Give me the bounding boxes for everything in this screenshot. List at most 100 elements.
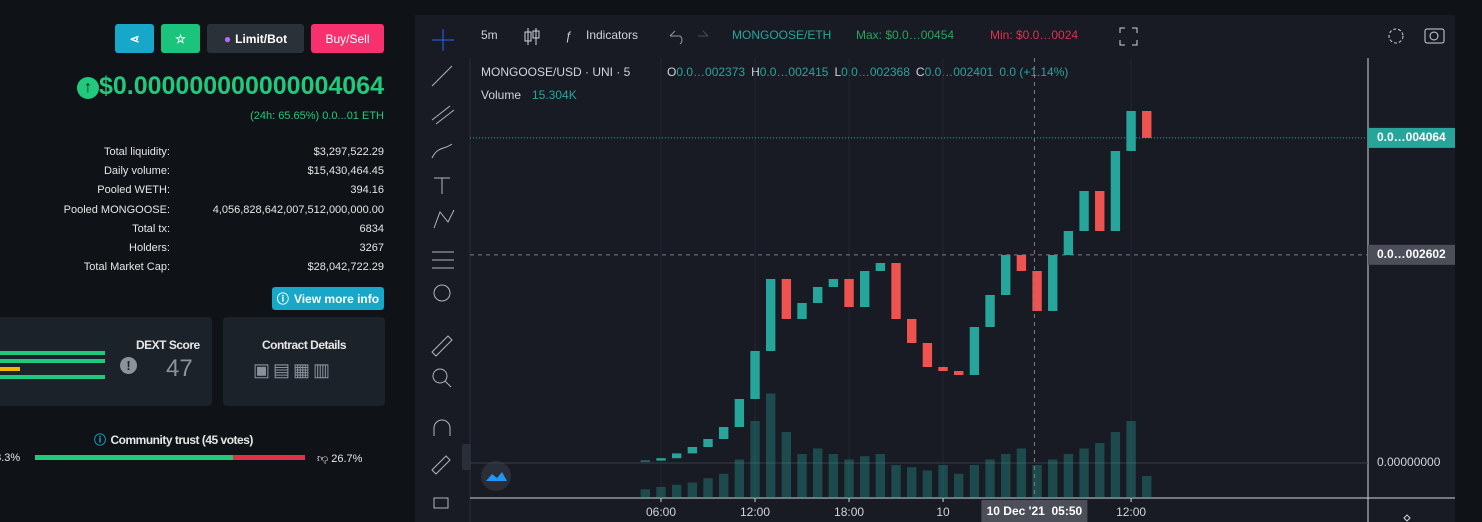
- volume-bar: [1095, 443, 1105, 498]
- stat-value: $3,297,522.29: [313, 146, 384, 158]
- volume-bar: [844, 459, 854, 498]
- volume-bar: [1001, 454, 1011, 498]
- volume-bar: [781, 432, 792, 498]
- candle-icon[interactable]: [524, 28, 540, 45]
- drawing-tools[interactable]: [431, 29, 455, 509]
- volume-bar: [828, 454, 839, 498]
- volume-bar: [656, 487, 666, 498]
- volume-bar: [734, 459, 745, 498]
- redo[interactable]: [698, 30, 709, 37]
- alert-icon: !: [120, 357, 137, 374]
- trust-up-bar: [35, 455, 233, 460]
- candle: [671, 453, 682, 459]
- buy-sell-button[interactable]: Buy/Sell: [311, 24, 384, 53]
- ohlc-value: 0.0…002401: [925, 65, 994, 79]
- volume-bar: [687, 482, 698, 498]
- price: ↑ $0.000000000000004064: [76, 72, 384, 101]
- volume-bar: [1048, 459, 1058, 498]
- candle: [1095, 191, 1105, 231]
- x-tick-label: 06:00: [646, 505, 676, 519]
- community-title: ⓘ Community trust (45 votes): [94, 431, 253, 448]
- volume-bar: [922, 470, 933, 498]
- candle: [1032, 271, 1042, 311]
- candle: [985, 295, 995, 327]
- candle: [875, 263, 886, 271]
- fullscreen[interactable]: [1119, 27, 1138, 46]
- contract-title: Contract Details: [261, 338, 347, 352]
- candle: [812, 287, 823, 303]
- info-icon: ⓘ: [276, 292, 289, 306]
- candle: [765, 279, 776, 351]
- stat-label: Holders:: [129, 242, 170, 254]
- volume-bar: [1126, 421, 1136, 498]
- ohlc: O0.0…002373H0.0…002415L0.0…002368C0.0…00…: [667, 65, 1068, 79]
- indicators[interactable]: Indicators: [586, 28, 638, 42]
- volume-bar: [907, 467, 917, 498]
- logo[interactable]: [481, 461, 511, 491]
- collapse[interactable]: [462, 444, 471, 470]
- candle: [1110, 151, 1121, 231]
- volume-bar: [703, 478, 713, 498]
- score-bar: [0, 375, 105, 379]
- volume-bar: [875, 454, 886, 498]
- grid: [470, 58, 1368, 498]
- volume-value: 15.304K: [532, 88, 577, 102]
- candle: [750, 351, 760, 399]
- dext-value: 47: [166, 355, 193, 382]
- volume-bar: [750, 421, 760, 498]
- candle: [828, 279, 839, 287]
- dext-title: DEXT Score: [136, 338, 200, 352]
- candle: [1048, 255, 1058, 311]
- logo-mark: [486, 472, 507, 481]
- info-icon: ⓘ: [94, 433, 106, 447]
- volume-bar: [938, 465, 948, 498]
- auto-scale[interactable]: [1403, 514, 1411, 522]
- trust-bar: [35, 455, 305, 460]
- volume-bar: [718, 473, 729, 498]
- view-more[interactable]: ⓘ View more info: [272, 287, 384, 310]
- x-tick-label: 12:00: [1116, 505, 1146, 519]
- settings[interactable]: [1388, 28, 1404, 44]
- trust-up: 73.3%: [0, 452, 21, 464]
- candle: [1142, 111, 1152, 138]
- volume-bar: [1063, 454, 1074, 498]
- stat-value: 3267: [359, 242, 384, 254]
- volume-bar: [985, 459, 995, 498]
- undo[interactable]: [669, 30, 683, 45]
- volume-bar: [1079, 448, 1089, 498]
- volume-bar: [1110, 432, 1121, 498]
- share-button[interactable]: ⋖: [115, 24, 154, 53]
- ohlc-value: 0.0…002373: [676, 65, 745, 79]
- candle: [1063, 231, 1074, 255]
- star-button[interactable]: ☆: [161, 24, 200, 53]
- stat-value: 4,056,828,642,007,512,000,000.00: [212, 203, 384, 216]
- stat-label: Total tx:: [132, 222, 170, 235]
- trust-down: 👎︎ 26.7%: [317, 452, 362, 465]
- volume-bar: [765, 393, 776, 498]
- candle: [703, 439, 713, 447]
- interval[interactable]: 5m: [481, 28, 498, 42]
- stat-value: 394.16: [350, 184, 384, 197]
- fx-icon[interactable]: ƒ: [565, 29, 572, 43]
- ohlc-key: L: [834, 65, 841, 79]
- candle: [734, 399, 745, 427]
- screenshot[interactable]: [1424, 28, 1445, 44]
- screenshot-lens: [1429, 31, 1439, 41]
- stat-value: $28,042,722.29: [307, 261, 384, 274]
- limit-bot-button[interactable]: ● Limit/Bot: [207, 24, 304, 53]
- volume-bar: [1142, 476, 1152, 498]
- stat-value: $15,430,464.45: [307, 165, 384, 178]
- candle: [1016, 255, 1027, 271]
- candle: [922, 343, 933, 367]
- score-bar: [0, 367, 20, 371]
- ohlc-change: 0.0 (+1.14%): [999, 65, 1068, 79]
- stat-label: Pooled MONGOOSE:: [63, 203, 170, 216]
- pair[interactable]: MONGOOSE/ETH: [732, 28, 831, 42]
- dext-card: DEXT Score 47 !: [0, 317, 212, 406]
- volume-bar: [640, 489, 651, 498]
- volume-bar: [969, 465, 980, 498]
- price-label-bg: [1368, 244, 1455, 265]
- candle: [954, 371, 964, 375]
- y-tick-label: 0.0…004064: [1377, 130, 1446, 144]
